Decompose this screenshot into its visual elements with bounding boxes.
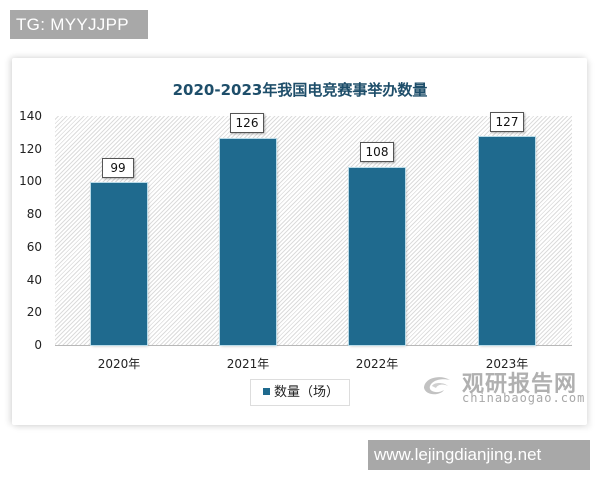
legend-label: 数量（场）	[274, 385, 340, 400]
y-tick: 80	[26, 207, 42, 221]
y-tick: 40	[26, 273, 42, 287]
y-tick: 100	[19, 174, 42, 188]
x-tick: 2023年	[485, 357, 529, 371]
y-tick: 0	[34, 338, 42, 352]
watermark-en-text: chinabaogao.com	[462, 391, 586, 405]
y-tick: 120	[19, 142, 42, 156]
chart-legend: 数量（场）	[250, 379, 350, 406]
chart-title: 2020-2023年我国电竞赛事举办数量	[172, 81, 428, 99]
bar-2020	[91, 183, 147, 345]
y-tick: 20	[26, 305, 42, 319]
x-axis-line	[55, 345, 572, 346]
bar-2021	[220, 139, 276, 345]
x-tick: 2020年	[97, 357, 141, 371]
value-label-2020: 99	[102, 158, 134, 178]
value-label-2021: 126	[230, 113, 264, 133]
swirl-logo-icon	[424, 377, 450, 395]
x-tick: 2022年	[355, 357, 399, 371]
bar-2023	[479, 137, 535, 345]
y-tick: 140	[19, 109, 42, 123]
x-tick: 2021年	[226, 357, 270, 371]
legend-swatch-icon	[263, 388, 270, 395]
chinabaogao-watermark: 观研报告网 chinabaogao.com	[418, 366, 588, 406]
top-watermark-tag: TG: MYYJJPP	[10, 10, 148, 39]
value-label-2023: 127	[490, 112, 524, 132]
bar-2022	[349, 168, 405, 345]
bottom-watermark-tag: www.lejingdianjing.net	[368, 440, 590, 470]
y-tick: 60	[26, 240, 42, 254]
value-label-2022: 108	[360, 142, 394, 162]
watermark-cn-text: 观研报告网	[462, 372, 578, 397]
